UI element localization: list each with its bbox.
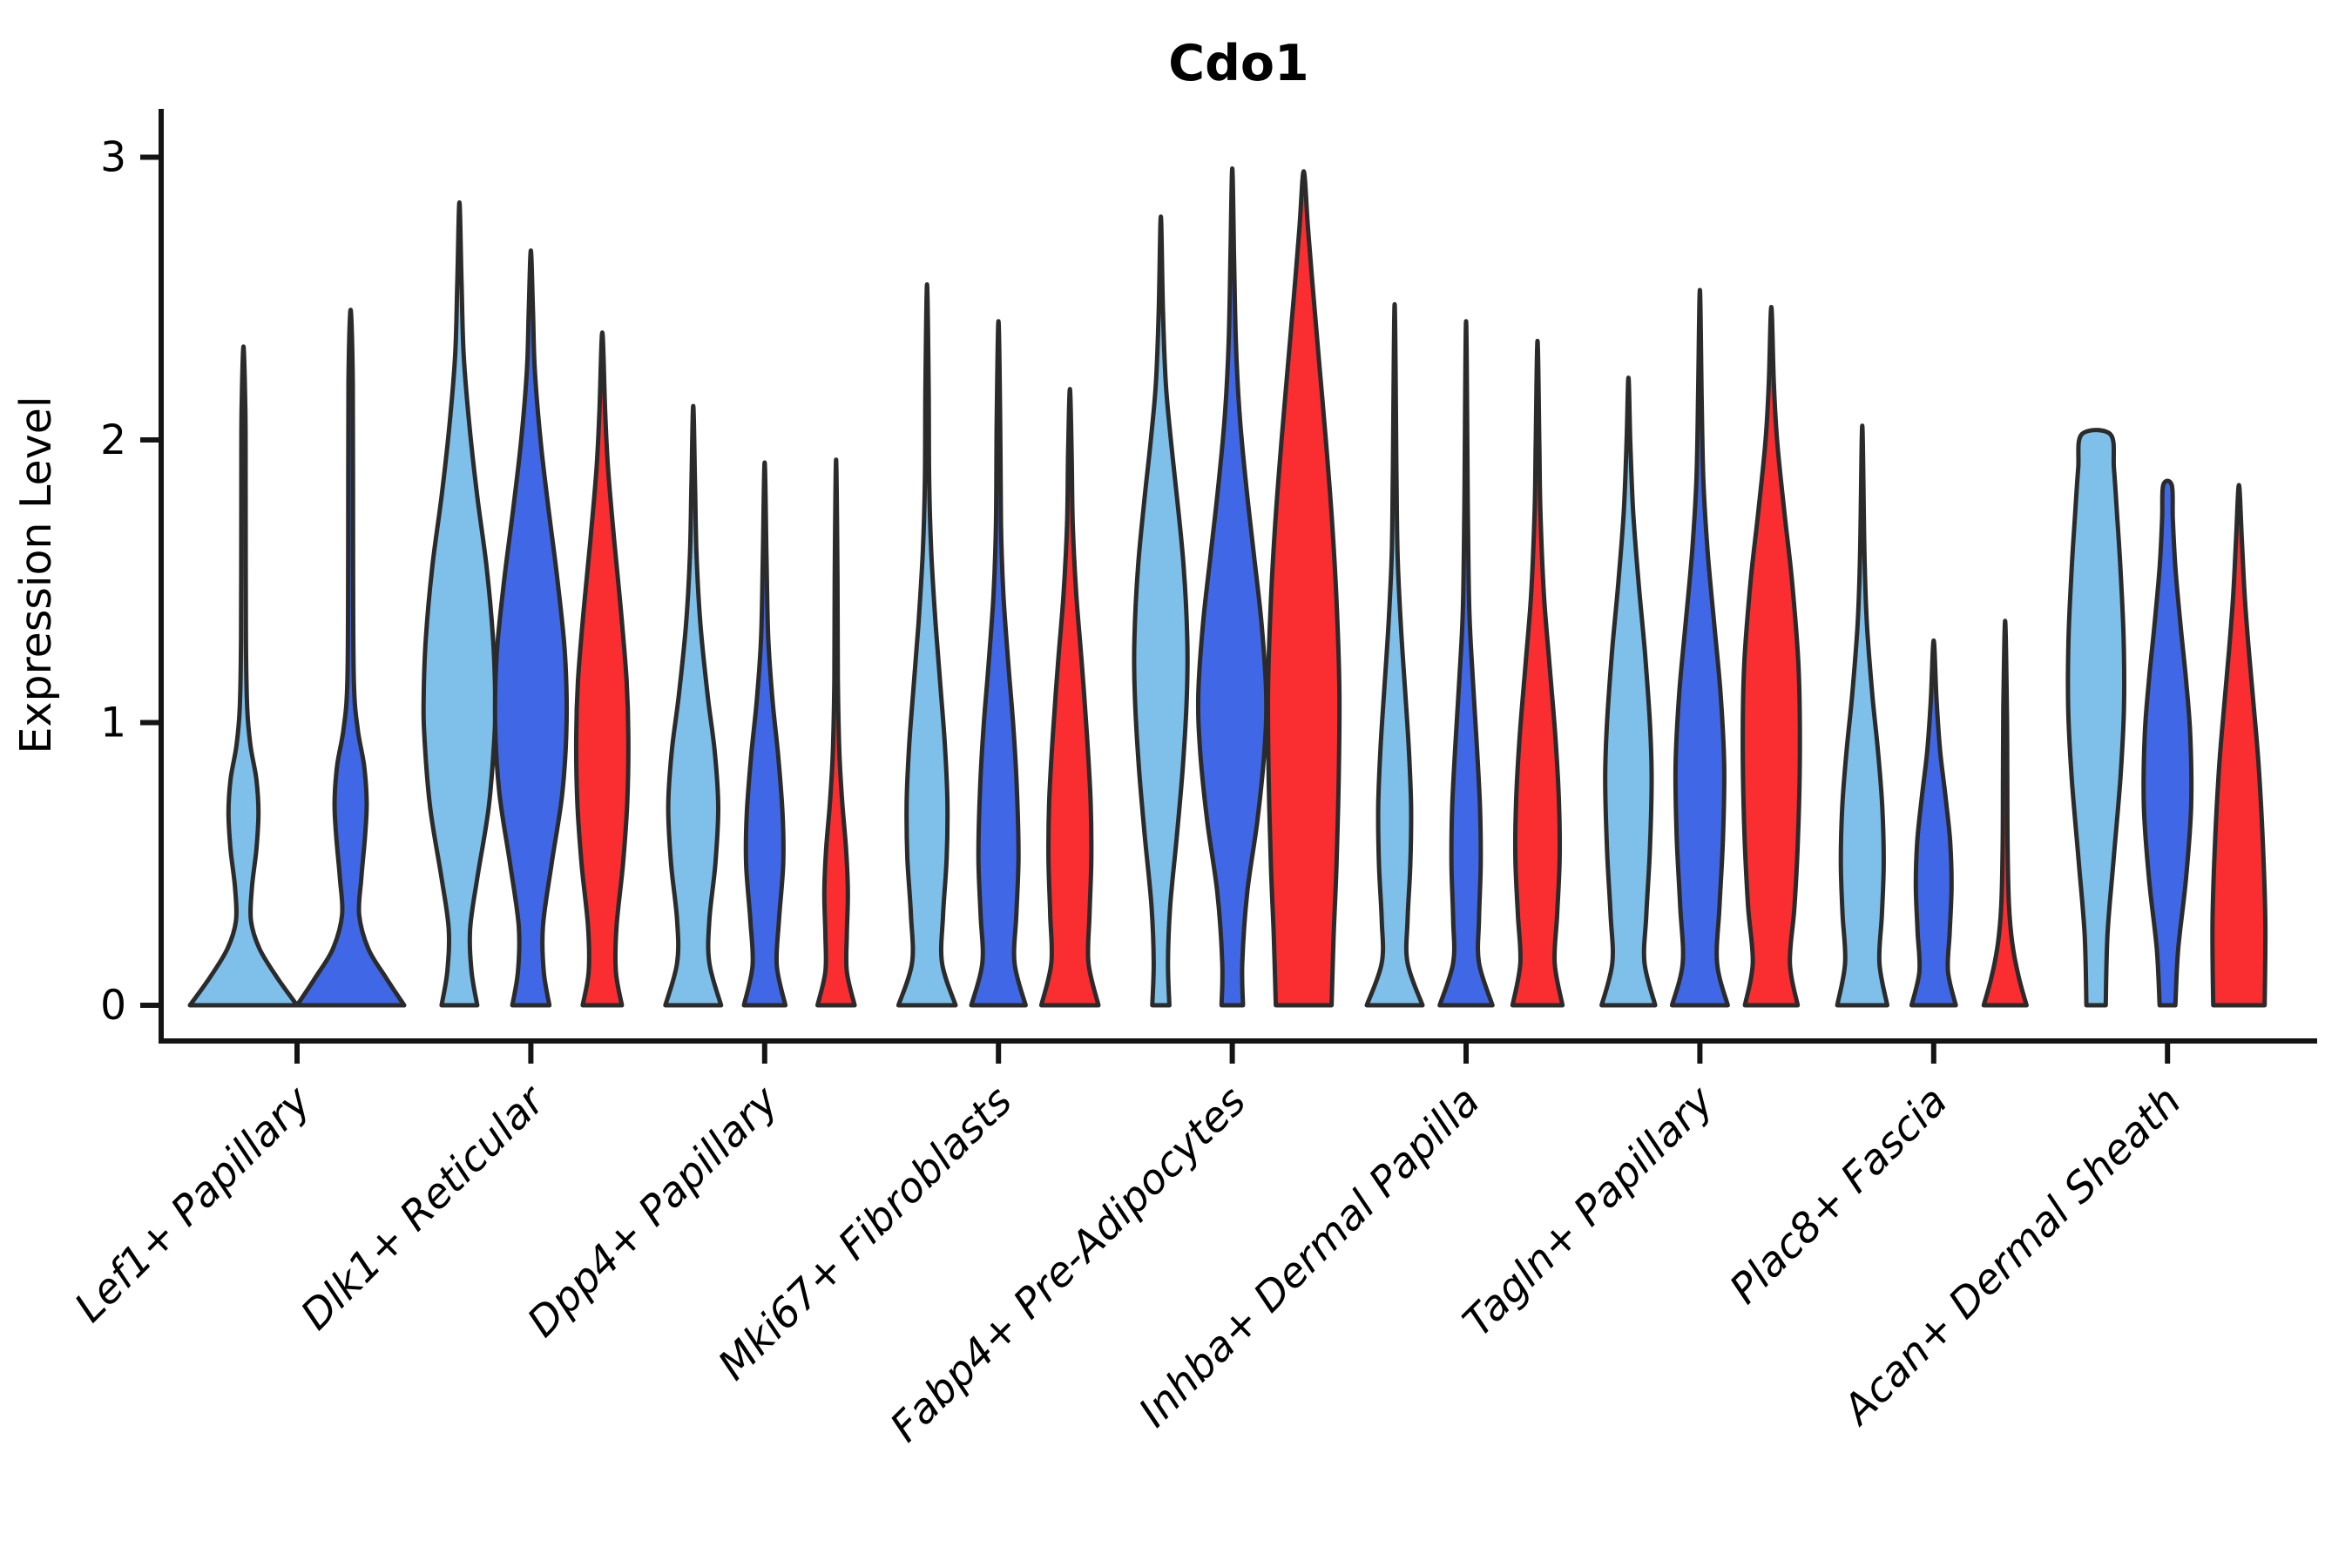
violin-dpp4-papillary-lightblue xyxy=(663,403,724,1008)
violin-acan-dermal-sheath-lightblue xyxy=(2065,428,2127,1008)
violin-mki67-fibroblasts-lightblue xyxy=(896,282,958,1008)
violin-dlk1-reticular-lightblue xyxy=(421,199,498,1008)
violins-layer xyxy=(187,166,2268,1008)
violin-fabp4-pre-adipocytes-blue xyxy=(1195,166,1269,1008)
violin-tagln-papillary-lightblue xyxy=(1599,375,1658,1008)
x-category-label: Dpp4+ Papillary xyxy=(518,1077,788,1347)
violin-tagln-papillary-red xyxy=(1740,305,1802,1008)
page-title: Cdo1 xyxy=(1168,35,1308,92)
violin-tagln-papillary-blue xyxy=(1669,287,1730,1008)
violin-plac8-fascia-blue xyxy=(1909,638,1958,1008)
y-axis-label: Expression Level xyxy=(11,396,61,754)
y-tick-label: 0 xyxy=(100,982,126,1030)
violin-mki67-fibroblasts-red xyxy=(1038,387,1101,1008)
violin-dpp4-papillary-blue xyxy=(741,460,788,1008)
violin-plac8-fascia-red xyxy=(1981,618,2029,1008)
violin-inhba-dermal-papilla-red xyxy=(1510,338,1565,1008)
violin-acan-dermal-sheath-red xyxy=(2210,483,2268,1008)
x-category-label: Plac8+ Fascia xyxy=(1720,1078,1957,1314)
violin-plac8-fascia-lightblue xyxy=(1835,423,1889,1008)
violin-acan-dermal-sheath-blue xyxy=(2141,478,2194,1008)
violin-inhba-dermal-papilla-lightblue xyxy=(1364,301,1425,1008)
violin-inhba-dermal-papilla-blue xyxy=(1437,319,1495,1008)
violin-dlk1-reticular-red xyxy=(573,330,631,1008)
y-tick-label: 3 xyxy=(100,134,126,182)
violin-lef1-papillary-lightblue xyxy=(187,344,300,1008)
violin-lef1-papillary-blue xyxy=(294,308,407,1008)
x-category-label: Lef1+ Papillary xyxy=(65,1077,321,1332)
x-category-label: Dlk1+ Reticular xyxy=(292,1076,556,1340)
violin-fabp4-pre-adipocytes-red xyxy=(1266,169,1342,1008)
y-tick-label: 2 xyxy=(100,416,126,464)
violin-mki67-fibroblasts-blue xyxy=(969,319,1028,1008)
violin-dpp4-papillary-red xyxy=(815,457,857,1008)
violin-dlk1-reticular-blue xyxy=(492,248,570,1008)
x-category-label: Tagln+ Papillary xyxy=(1454,1077,1724,1347)
y-tick-label: 1 xyxy=(100,700,126,747)
violin-fabp4-pre-adipocytes-lightblue xyxy=(1132,214,1190,1008)
